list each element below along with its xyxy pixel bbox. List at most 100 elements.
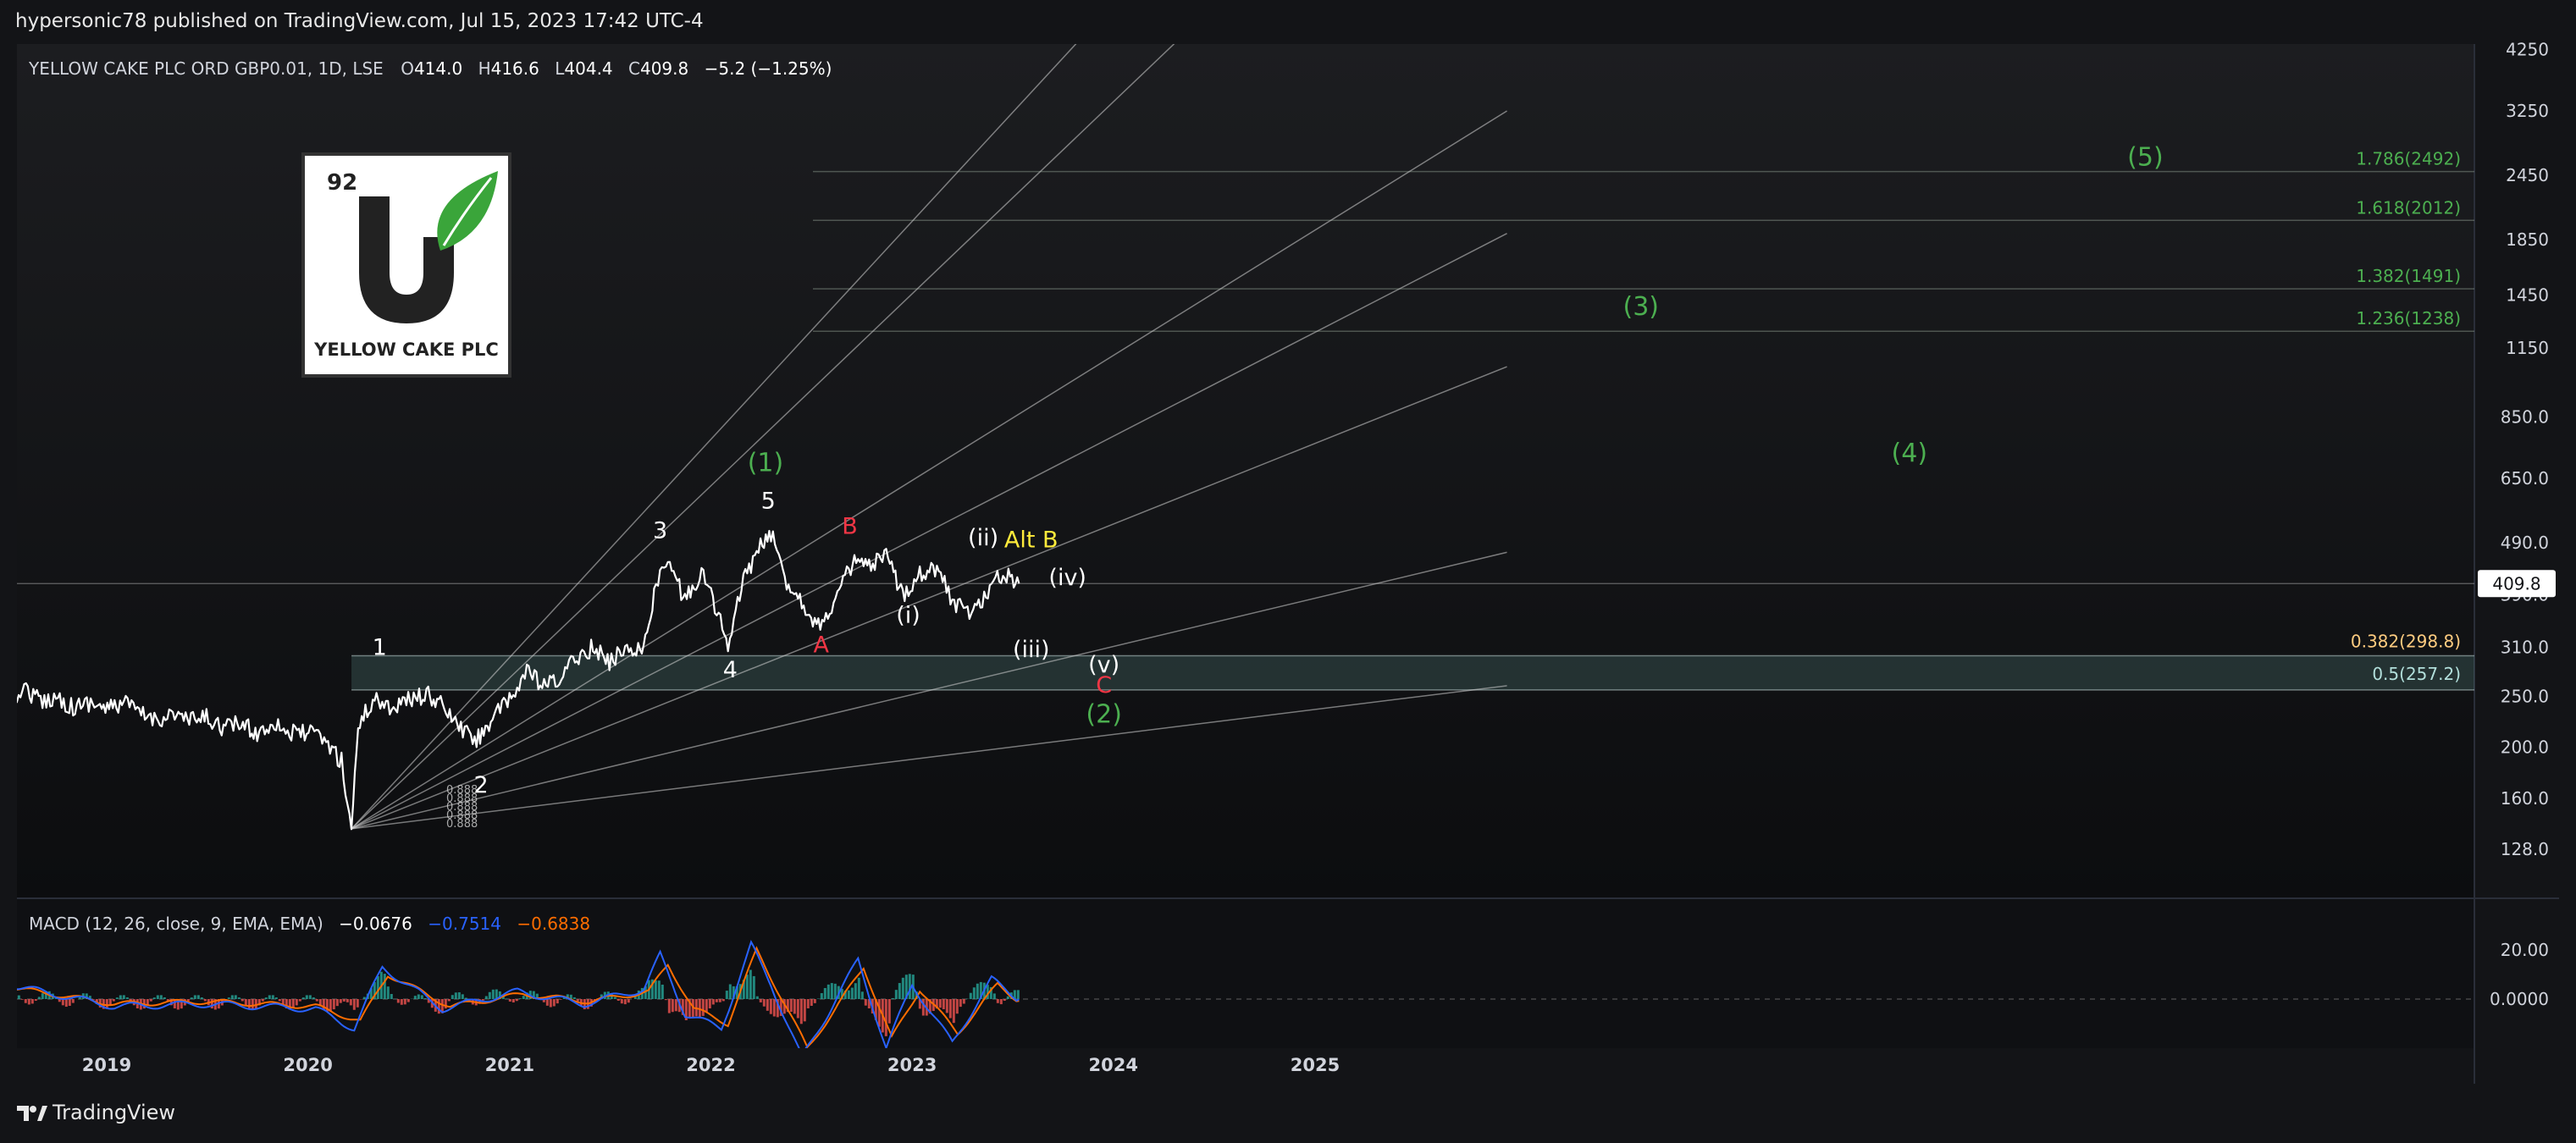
logo-u-glyph <box>359 196 454 323</box>
macd-histogram-bar <box>481 999 484 1001</box>
macd-histogram-bar <box>1013 990 1016 999</box>
wave-label: 5 <box>761 488 776 514</box>
macd-histogram-bar <box>671 999 674 1013</box>
macd-histogram-bar <box>325 999 329 1013</box>
macd-histogram-bar <box>813 999 816 1003</box>
logo-number: 92 <box>327 170 357 196</box>
macd-histogram-bar <box>688 999 691 1019</box>
macd-histogram-bar <box>566 994 569 999</box>
macd-histogram-bar <box>413 996 417 999</box>
macd-title[interactable]: MACD (12, 26, close, 9, EMA, EMA) <box>29 914 323 934</box>
footer-brand[interactable]: TradingView <box>53 1101 176 1124</box>
price-series <box>17 529 1020 831</box>
macd-histogram-bar <box>30 999 34 1004</box>
macd-histogram-bar <box>772 999 776 1017</box>
macd-histogram-bar <box>701 999 705 1016</box>
macd-histogram-bar <box>315 999 318 1002</box>
macd-histogram-bar <box>24 999 27 1003</box>
macd-histogram-bar <box>681 999 684 1015</box>
macd-histogram-bar <box>559 999 562 1000</box>
price-tick-label: 2450 <box>2506 165 2549 185</box>
open-label: O <box>401 58 414 79</box>
wave-label: A <box>813 632 829 659</box>
wave-label: (4) <box>1892 439 1928 468</box>
publisher-bar: hypersonic78 published on TradingView.co… <box>0 0 2576 44</box>
wave-label: (2) <box>1086 699 1122 729</box>
price-tick-label: 650.0 <box>2501 468 2549 489</box>
macd-histogram-bar <box>91 999 95 1000</box>
macd-histogram-bar <box>285 999 288 1009</box>
macd-histogram-bar <box>261 999 264 1002</box>
macd-histogram-bar <box>356 999 359 1008</box>
macd-histogram-bar <box>999 999 1003 1005</box>
macd-histogram-bar <box>840 988 843 999</box>
macd-histogram-bar <box>830 983 833 999</box>
macd-histogram-bar <box>779 999 782 1016</box>
macd-histogram-bar <box>373 981 376 999</box>
tradingview-logo-icon <box>17 1106 47 1121</box>
price-tick-label: 128.0 <box>2501 839 2549 859</box>
macd-histogram-bar <box>816 998 820 999</box>
wave-label: 3 <box>653 518 667 544</box>
macd-histogram-bar <box>376 975 379 999</box>
macd-histogram-bar <box>71 999 75 1003</box>
price-tick-label: 490.0 <box>2501 533 2549 553</box>
macd-histogram-bar <box>125 997 129 999</box>
macd-histogram-bar <box>44 991 47 999</box>
macd-histogram-bar <box>549 999 552 1008</box>
macd-histogram-bar <box>200 997 203 999</box>
time-axis[interactable] <box>17 1048 2474 1084</box>
macd-histogram-bar <box>823 987 826 999</box>
price-axis[interactable] <box>2474 44 2559 1084</box>
macd-histogram-bar <box>95 999 98 1004</box>
time-tick-label: 2020 <box>283 1055 332 1075</box>
macd-histogram-bar <box>667 999 671 1013</box>
macd-histogram-bar <box>495 989 498 999</box>
macd-histogram-bar <box>61 999 64 1006</box>
macd-histogram-bar <box>190 997 193 999</box>
price-tick-label: 1150 <box>2506 338 2549 358</box>
macd-histogram-bar <box>511 999 515 1002</box>
symbol-name[interactable]: YELLOW CAKE PLC ORD GBP0.01, 1D, LSE <box>28 58 384 79</box>
macd-histogram-bar <box>122 995 125 999</box>
macd-histogram-bar <box>752 975 755 999</box>
legend-line: YELLOW CAKE PLC ORD GBP0.01, 1D, LSE O41… <box>28 58 832 79</box>
macd-histogram-bar <box>705 999 708 1013</box>
macd-histogram-bar <box>857 977 860 999</box>
macd-histogram-bar <box>403 999 406 1005</box>
wave-label: (ii) <box>968 525 998 551</box>
time-tick-label: 2019 <box>82 1055 131 1075</box>
macd-histogram-bar <box>843 990 847 999</box>
macd-histogram-bar <box>210 999 213 1009</box>
macd-histogram-bar <box>454 992 457 999</box>
macd-histogram-bar <box>108 999 112 1006</box>
macd-histogram-bar <box>169 999 173 1006</box>
macd-pane[interactable] <box>17 899 2474 1048</box>
macd-histogram-bar <box>196 995 200 999</box>
macd-histogram-bar <box>176 999 180 1010</box>
macd-histogram-bar <box>278 999 281 1002</box>
macd-histogram-bar <box>955 999 959 1014</box>
macd-histogram-bar <box>684 999 688 1021</box>
macd-histogram-bar <box>203 999 207 1002</box>
macd-histogram-bar <box>342 999 345 1002</box>
macd-histogram-bar <box>803 999 806 1022</box>
macd-histogram-bar <box>576 999 579 1002</box>
macd-histogram-bar <box>85 993 88 999</box>
macd-histogram-bar <box>247 999 251 1009</box>
macd-histogram-bar <box>105 999 108 1008</box>
macd-histogram-bar <box>962 999 965 1004</box>
macd-histogram-bar <box>532 991 535 999</box>
fan-line <box>351 44 1175 830</box>
macd-histogram-bar <box>766 999 769 1011</box>
macd-histogram-bar <box>745 975 749 999</box>
macd-histogram-bar <box>457 991 461 999</box>
macd-histogram-bar <box>776 999 779 1018</box>
macd-histogram-bar <box>921 999 925 1016</box>
macd-histogram-bar <box>41 993 44 999</box>
macd-histogram-bar <box>34 999 37 1002</box>
macd-histogram-bar <box>992 993 996 999</box>
macd-histogram-bar <box>298 999 301 1002</box>
macd-histogram-bar <box>230 995 234 999</box>
low-label: L <box>555 58 565 79</box>
